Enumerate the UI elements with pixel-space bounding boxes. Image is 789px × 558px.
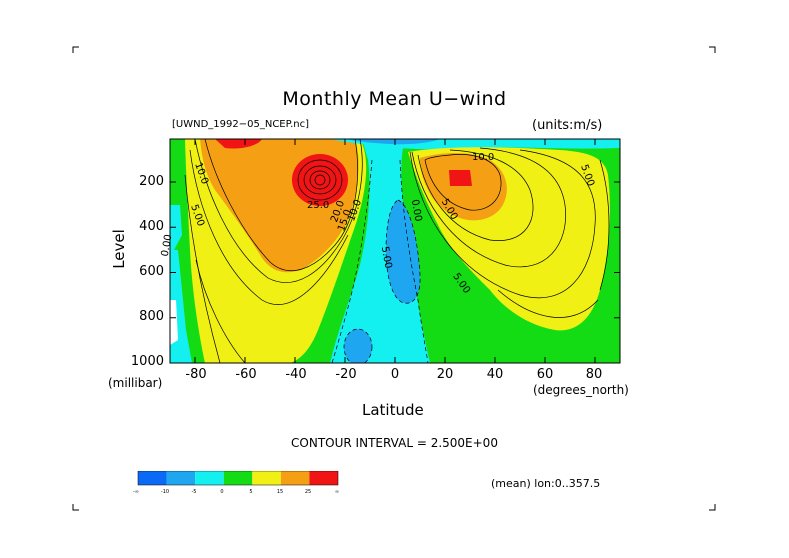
y-tick-label: 400 [139, 219, 164, 234]
fill-pos-mid-nh [420, 153, 507, 221]
y-tick-label: 1000 [130, 354, 164, 369]
fill-neg-top [345, 139, 440, 145]
x-tick-label: 80 [585, 367, 603, 382]
x-tick-label: 40 [486, 367, 504, 382]
fill-neg-weak-eq [330, 139, 430, 363]
colorbar-swatch [138, 471, 167, 485]
y-tick-label: 600 [139, 264, 164, 279]
colorbar-swatch [309, 471, 338, 485]
colorbar-label: 25 [304, 489, 312, 495]
fill-pos-strong-top [215, 139, 262, 149]
x-tick-label: 60 [536, 367, 554, 382]
x-tick-label: 0 [390, 367, 400, 382]
fill-pos-strong-nh [449, 170, 472, 186]
fill-pos-strong-sh [292, 154, 348, 206]
fill-neg-eq-upper [386, 200, 421, 304]
colorbar-label: ∞ [334, 489, 340, 495]
x-tick-label: -40 [285, 367, 307, 382]
units-label: (units:m/s) [532, 118, 603, 133]
y-tick-label: 200 [139, 174, 164, 189]
x-unit-label: (degrees_north) [533, 383, 629, 397]
x-tick-label: -60 [235, 367, 257, 382]
y-unit-label: (millibar) [108, 376, 163, 390]
fill-neg-eq-lower [344, 329, 372, 363]
colorbar-swatch [195, 471, 224, 485]
colorbar-label: -5 [191, 489, 197, 495]
negative-contour-lines [331, 159, 429, 363]
colorbar-label: -∞ [133, 489, 139, 495]
colorbar-swatch [280, 471, 310, 485]
x-tick-label: -20 [335, 367, 357, 382]
contour-lines [184, 139, 610, 363]
colorbar-label: -10 [160, 489, 170, 495]
colorbar-frame [137, 471, 339, 486]
fill-missing-left [170, 300, 178, 345]
x-tick-label: -80 [185, 367, 207, 382]
contour-fills [170, 139, 620, 363]
colorbar-swatch [223, 471, 253, 485]
colorbar-label: 0 [220, 489, 224, 495]
mean-note: (mean) lon:0..357.5 [491, 477, 601, 490]
colorbar-label: 5 [249, 489, 253, 495]
x-axis-title: Latitude [362, 401, 424, 419]
contour-interval-note: CONTOUR INTERVAL = 2.500E+00 [291, 436, 498, 450]
colorbar [137, 471, 339, 486]
axis-ticks [170, 139, 620, 364]
contour-label: 25.0 [307, 200, 330, 211]
chart-title: Monthly Mean U−wind [282, 88, 507, 110]
x-tick-label: 20 [436, 367, 454, 382]
dataset-label: [UWND_1992−05_NCEP.nc] [172, 119, 310, 130]
colorbar-swatch [252, 471, 281, 485]
contour-label: 10.0 [472, 152, 495, 163]
colorbar-swatch [166, 471, 196, 485]
y-axis-title: Level [109, 229, 128, 269]
colorbar-label: 15 [276, 489, 284, 495]
y-tick-label: 800 [139, 309, 164, 324]
